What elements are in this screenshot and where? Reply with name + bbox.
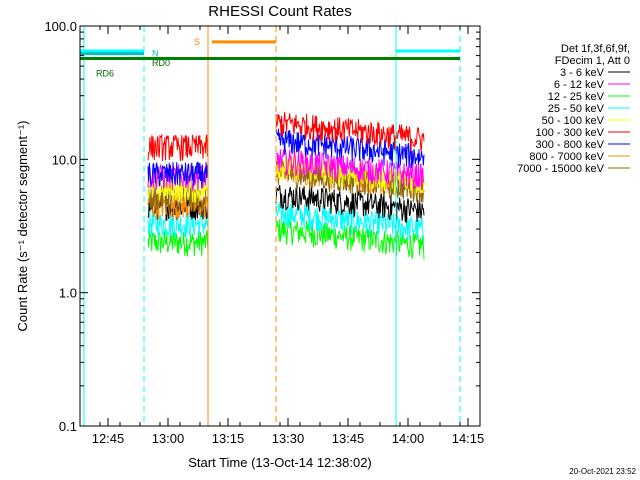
chart-title: RHESSI Count Rates: [208, 3, 351, 20]
legend-label-1: 6 - 12 keV: [554, 79, 605, 91]
y-axis-label: Count Rate (s⁻¹ detector segment⁻¹): [15, 121, 30, 332]
x-tick-label-6: 14:15: [452, 431, 485, 446]
y-tick-label-1: 1.0: [59, 286, 77, 301]
y-axis: 0.1 1.0 10.0 100.0: [44, 19, 480, 434]
legend-label-7: 800 - 7000 keV: [529, 151, 604, 163]
series-trace-100-300kev-interval-2: [275, 111, 425, 152]
series-trace-50-100kev-interval-1: [147, 177, 209, 204]
legend-header-line-2: FDecim 1, Att 0: [555, 55, 630, 67]
legend-label-5: 100 - 300 keV: [536, 127, 605, 139]
legend-label-8: 7000 - 15000 keV: [517, 163, 605, 175]
x-tick-label-4: 13:45: [332, 431, 365, 446]
annotation-n: N: [152, 49, 159, 59]
series-trace-25-50kev-interval-1: [147, 211, 209, 240]
series-trace-3-6kev-interval-2: [275, 185, 425, 223]
x-axis-label: Start Time (13-Oct-14 12:38:02): [188, 455, 372, 470]
y-tick-label-3: 100.0: [44, 19, 77, 34]
annotation-rd6: RD6: [96, 69, 114, 79]
legend-label-0: 3 - 6 keV: [560, 67, 605, 79]
series-trace-300-800kev-interval-2: [275, 128, 425, 169]
x-tick-label-0: 12:45: [92, 431, 125, 446]
series-trace-12-25kev-interval-1: [147, 230, 209, 257]
x-tick-label-2: 13:15: [212, 431, 245, 446]
series-trace-12-25kev-interval-2: [275, 218, 425, 260]
annotation-rd0: RD0: [152, 58, 170, 68]
legend-label-4: 50 - 100 keV: [542, 115, 605, 127]
series-trace-300-800kev-interval-1: [147, 161, 209, 189]
x-axis: 12:45 13:00 13:15 13:30 13:45 14:00 14:15: [79, 26, 485, 446]
legend-label-2: 12 - 25 keV: [548, 91, 605, 103]
x-tick-label-3: 13:30: [272, 431, 305, 446]
y-tick-label-2: 10.0: [52, 152, 77, 167]
footer-timestamp: 20-Oct-2021 23:52: [569, 467, 636, 476]
series-trace-100-300kev-interval-1: [147, 133, 209, 162]
legend-label-6: 300 - 800 keV: [536, 139, 605, 151]
legend-label-3: 25 - 50 keV: [548, 103, 605, 115]
y-tick-label-0: 0.1: [59, 419, 77, 434]
legend-header-line-1: Det 1f,3f,6f,9f,: [561, 43, 630, 55]
x-tick-label-5: 14:00: [392, 431, 425, 446]
x-tick-label-1: 13:00: [152, 431, 185, 446]
series-trace-7000-15000kev-interval-2: [275, 160, 425, 204]
legend: Det 1f,3f,6f,9f, FDecim 1, Att 0 3 - 6 k…: [517, 43, 630, 175]
annotation-s: S: [194, 37, 200, 47]
series-trace-6-12kev-interval-2: [275, 148, 425, 191]
